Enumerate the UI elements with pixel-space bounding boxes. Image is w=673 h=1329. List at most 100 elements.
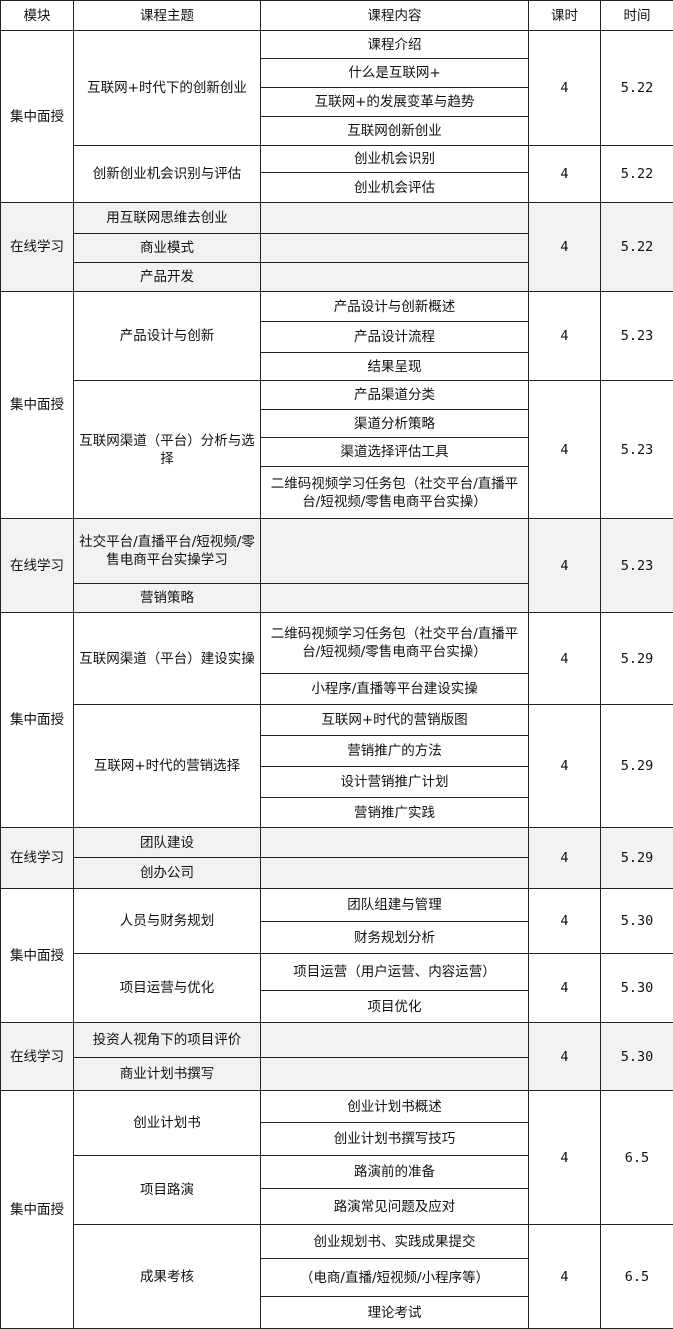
content-cell: 二维码视频学习任务包（社交平台/直播平台/短视频/零售电商平台实操） <box>261 613 529 674</box>
topic-cell: 互联网渠道（平台）分析与选择 <box>74 381 261 519</box>
content-cell: 设计营销推广计划 <box>261 767 529 798</box>
content-cell: （电商/直播/短视频/小程序等） <box>261 1259 529 1297</box>
date-cell: 5.30 <box>601 1023 673 1091</box>
topic-cell: 产品开发 <box>74 263 261 292</box>
content-cell: 营销推广实践 <box>261 798 529 828</box>
content-cell <box>261 1023 529 1058</box>
content-cell: 产品设计与创新概述 <box>261 292 529 322</box>
content-cell: 产品设计流程 <box>261 322 529 353</box>
hours-cell: 4 <box>529 1225 601 1329</box>
header-content: 课程内容 <box>261 1 529 31</box>
date-cell: 5.30 <box>601 954 673 1023</box>
hours-cell: 4 <box>529 954 601 1023</box>
content-cell: 财务规划分析 <box>261 922 529 954</box>
date-cell: 5.29 <box>601 705 673 828</box>
content-cell <box>261 263 529 292</box>
hours-cell: 4 <box>529 381 601 519</box>
topic-cell: 营销策略 <box>74 584 261 613</box>
date-cell: 5.30 <box>601 889 673 954</box>
hours-cell: 4 <box>529 705 601 828</box>
content-cell: 互联网+的发展变革与趋势 <box>261 88 529 117</box>
content-cell: 产品渠道分类 <box>261 381 529 410</box>
content-cell <box>261 584 529 613</box>
hours-cell: 4 <box>529 1091 601 1225</box>
content-cell: 什么是互联网+ <box>261 59 529 88</box>
date-cell: 5.22 <box>601 203 673 292</box>
topic-cell: 团队建设 <box>74 828 261 858</box>
module-cell: 集中面授 <box>1 1091 74 1329</box>
topic-cell: 商业模式 <box>74 234 261 263</box>
content-cell <box>261 519 529 584</box>
topic-cell: 创业计划书 <box>74 1091 261 1156</box>
hours-cell: 4 <box>529 889 601 954</box>
module-cell: 集中面授 <box>1 31 74 203</box>
topic-cell: 社交平台/直播平台/短视频/零售电商平台实操学习 <box>74 519 261 584</box>
content-cell <box>261 1058 529 1091</box>
topic-cell: 项目路演 <box>74 1156 261 1225</box>
content-cell <box>261 203 529 234</box>
date-cell: 5.23 <box>601 519 673 613</box>
date-cell: 5.22 <box>601 146 673 203</box>
content-cell: 创业规划书、实践成果提交 <box>261 1225 529 1259</box>
content-cell: 创业计划书概述 <box>261 1091 529 1123</box>
module-cell: 在线学习 <box>1 203 74 292</box>
content-cell: 结果呈现 <box>261 353 529 381</box>
content-cell <box>261 234 529 263</box>
topic-cell: 创办公司 <box>74 858 261 889</box>
date-cell: 5.22 <box>601 31 673 146</box>
content-cell: 二维码视频学习任务包（社交平台/直播平台/短视频/零售电商平台实操） <box>261 467 529 519</box>
module-cell: 集中面授 <box>1 889 74 1023</box>
hours-cell: 4 <box>529 292 601 381</box>
date-cell: 5.29 <box>601 828 673 889</box>
content-cell: 项目运营（用户运营、内容运营） <box>261 954 529 991</box>
content-cell: 互联网创新创业 <box>261 117 529 146</box>
hours-cell: 4 <box>529 146 601 203</box>
topic-cell: 互联网+时代的营销选择 <box>74 705 261 828</box>
topic-cell: 互联网渠道（平台）建设实操 <box>74 613 261 705</box>
date-cell: 6.5 <box>601 1091 673 1225</box>
header-date: 时间 <box>601 1 673 31</box>
topic-cell: 互联网+时代下的创新创业 <box>74 31 261 146</box>
content-cell: 路演常见问题及应对 <box>261 1189 529 1225</box>
topic-cell: 产品设计与创新 <box>74 292 261 381</box>
hours-cell: 4 <box>529 828 601 889</box>
content-cell: 路演前的准备 <box>261 1156 529 1189</box>
header-row: 模块 课程主题 课程内容 课时 时间 <box>1 1 673 31</box>
header-topic: 课程主题 <box>74 1 261 31</box>
content-cell: 项目优化 <box>261 991 529 1023</box>
topic-cell: 项目运营与优化 <box>74 954 261 1023</box>
module-cell: 在线学习 <box>1 519 74 613</box>
content-cell: 渠道分析策略 <box>261 410 529 438</box>
hours-cell: 4 <box>529 613 601 705</box>
module-cell: 在线学习 <box>1 828 74 889</box>
module-cell: 集中面授 <box>1 292 74 519</box>
content-cell: 营销推广的方法 <box>261 736 529 767</box>
topic-cell: 投资人视角下的项目评价 <box>74 1023 261 1058</box>
topic-cell: 商业计划书撰写 <box>74 1058 261 1091</box>
date-cell: 5.23 <box>601 381 673 519</box>
hours-cell: 4 <box>529 203 601 292</box>
table-row: 集中面授互联网渠道（平台）建设实操二维码视频学习任务包（社交平台/直播平台/短视… <box>1 613 673 674</box>
hours-cell: 4 <box>529 519 601 613</box>
content-cell: 创业机会识别 <box>261 146 529 173</box>
module-cell: 在线学习 <box>1 1023 74 1091</box>
content-cell: 小程序/直播等平台建设实操 <box>261 674 529 705</box>
content-cell: 互联网+时代的营销版图 <box>261 705 529 736</box>
date-cell: 6.5 <box>601 1225 673 1329</box>
content-cell <box>261 828 529 858</box>
date-cell: 5.23 <box>601 292 673 381</box>
content-cell: 团队组建与管理 <box>261 889 529 922</box>
